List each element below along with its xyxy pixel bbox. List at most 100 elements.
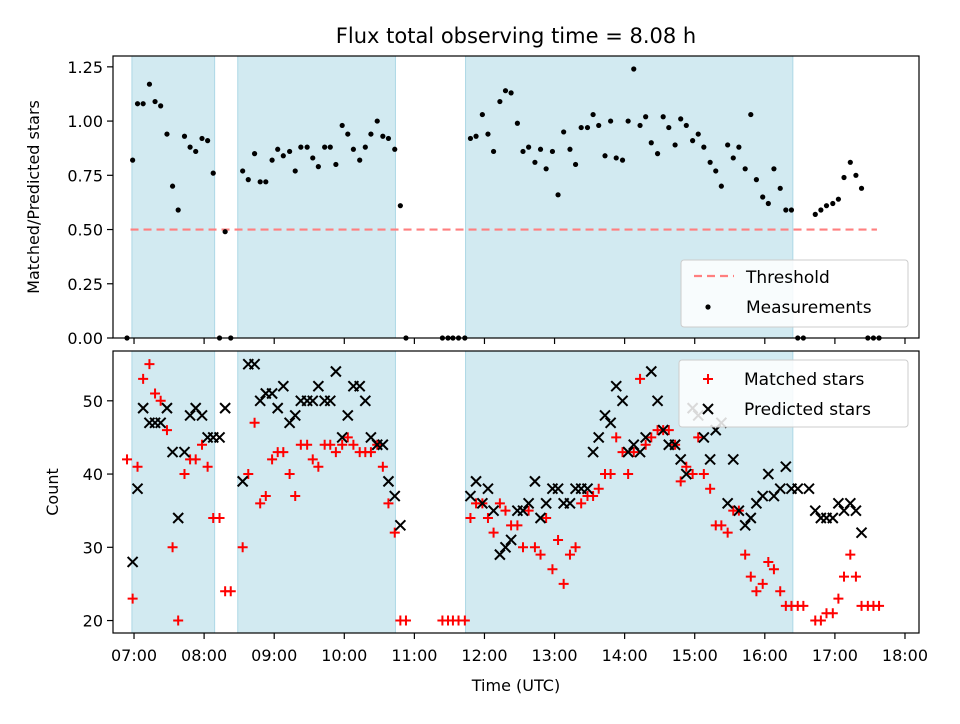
measurement-point [497,98,503,105]
measurement-point [613,155,619,161]
matched-star-point [167,542,178,553]
shaded-band [131,350,216,634]
predicted-star-point [154,417,167,429]
predicted-star-point [827,512,839,524]
predicted-star-point [161,402,173,414]
measurement-point [140,101,146,107]
y-tick-label: 1.00 [67,112,103,131]
legend-threshold-label: Threshold [745,268,830,288]
plot-frame [112,55,920,339]
measurement-point [713,168,719,174]
measurement-point [643,114,649,120]
matched-star-point [675,476,686,487]
matched-star-point [290,491,301,502]
measurement-point [701,144,707,150]
matched-star-point [307,454,318,465]
predicted-star-point [599,409,611,422]
measurement-point [339,122,345,129]
predicted-star-point [266,387,278,400]
measurement-point [572,161,579,168]
predicted-star-point [166,446,179,458]
measurement-point [205,138,211,144]
measurement-point [134,101,141,107]
predicted-star-point [780,461,792,473]
matched-star-point [127,593,138,604]
legend-predicted-label: Predicted stars [744,400,871,420]
matched-star-point [874,600,885,611]
matched-star-point [845,549,856,560]
predicted-star-point [137,402,149,414]
measurement-point [380,133,386,139]
matched-star-point [225,586,236,597]
measurement-point [240,168,246,174]
matched-star-point [302,439,313,450]
matched-star-point [640,439,651,450]
x-tick-label: 17:00 [812,646,858,665]
x-tick-label: 07:00 [111,646,157,665]
predicted-star-point [592,431,605,444]
y-tick-label: 0.50 [67,221,103,240]
measurement-point [590,111,596,118]
matched-star-point [173,615,184,626]
predicted-star-point [552,482,564,495]
matched-star-point [365,447,376,458]
plot-frame [112,350,920,634]
predicted-star-point [792,482,804,495]
matched-star-point [155,395,166,406]
measurement-point [222,229,228,235]
matched-star-point [313,461,324,472]
predicted-star-point [727,453,739,466]
measurement-point [690,138,696,144]
measurement-point [467,135,474,142]
predicted-star-point [850,504,862,517]
matched-star-point [605,469,616,480]
measurement-point [683,122,689,129]
predicted-star-point [487,504,500,517]
predicted-star-point [196,409,208,422]
shaded-band [237,55,396,339]
matched-star-point [564,549,575,560]
predicted-star-point [470,475,482,488]
measurement-point [648,140,654,146]
measurement-point [187,144,193,150]
predicted-star-point [844,497,857,510]
measurement-point [502,88,509,94]
matched-star-point [617,447,628,458]
measurement-point [567,146,573,152]
matched-star-point [377,461,388,472]
matched-star-point [202,461,213,472]
measurement-point [584,124,591,131]
predicted-star-point [289,409,301,422]
legend-measurement-label: Measurements [746,298,872,318]
matched-star-point [628,447,639,458]
x-tick-label: 14:00 [602,646,648,665]
matched-star-point [494,498,505,509]
measurement-point [269,157,275,163]
measurement-point [660,114,666,120]
matched-star-point [138,373,149,384]
y-tick-label: 50 [83,392,103,411]
predicted-star-point [277,380,290,392]
measurement-point [292,168,298,174]
matched-star-point [646,432,657,443]
matched-star-point [144,359,155,370]
predicted-star-point [634,446,646,458]
measurement-point [608,118,614,124]
predicted-star-point [774,482,786,495]
predicted-star-point [236,475,249,488]
matched-star-point [512,520,523,531]
predicted-star-point [540,497,552,510]
measurement-point [619,157,626,163]
measurement-point [753,177,759,183]
measurement-point [514,120,521,126]
measurement-point [666,124,672,131]
measurement-point [777,185,783,191]
y-tick-label: 30 [83,538,103,557]
measurement-point [718,183,724,189]
measurement-point [479,111,485,118]
predicted-star-point [803,482,815,495]
measurement-point [742,166,748,172]
predicted-star-point [359,395,372,407]
